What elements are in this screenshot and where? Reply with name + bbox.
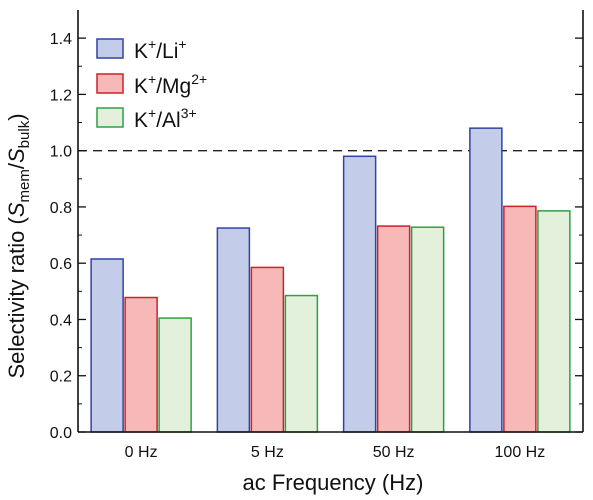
bars <box>90 127 571 433</box>
y-tick-label: 0.0 <box>50 425 72 442</box>
legend: K+/Li+ K+/Mg2+ K+/Al3+ <box>96 36 207 132</box>
y-tick-label: 1.2 <box>50 87 72 104</box>
bar <box>90 258 124 433</box>
x-axis-title: ac Frequency (Hz) <box>243 470 424 495</box>
bar <box>342 155 377 433</box>
bar <box>216 227 251 433</box>
bar <box>158 317 192 433</box>
legend-swatch-mg <box>96 73 124 94</box>
bar <box>469 127 503 433</box>
y-tick-label: 0.8 <box>50 200 72 217</box>
x-tick-label: 100 Hz <box>495 444 546 461</box>
y-tick-label: 0.6 <box>50 256 72 273</box>
bar <box>410 226 445 433</box>
y-tick-label: 1.4 <box>50 31 72 48</box>
bar <box>250 266 285 433</box>
ticks: 0.0 0.2 0.4 0.6 0.8 1.0 1.2 1.4 0 Hz 5 Hz 50 Hz 100… <box>50 31 583 461</box>
x-tick-label: 5 Hz <box>251 444 284 461</box>
legend-swatch-al <box>96 107 124 128</box>
bar <box>537 210 571 433</box>
bar <box>503 205 537 433</box>
x-tick-label: 0 Hz <box>125 444 158 461</box>
y-axis-title: Selectivity ratio (Smem/Sbulk) <box>4 113 33 378</box>
y-tick-label: 0.4 <box>50 312 72 329</box>
y-tick-label: 0.2 <box>50 369 72 386</box>
legend-label-al: K+/Al3+ <box>134 105 197 132</box>
axes <box>77 10 584 433</box>
bar <box>376 225 411 433</box>
bar <box>284 294 319 433</box>
bar <box>124 296 158 433</box>
legend-label-li: K+/Li+ <box>134 36 187 63</box>
legend-label-mg: K+/Mg2+ <box>134 71 207 98</box>
y-tick-label: 1.0 <box>50 144 72 161</box>
x-tick-label: 50 Hz <box>373 444 415 461</box>
legend-swatch-li <box>96 38 124 59</box>
